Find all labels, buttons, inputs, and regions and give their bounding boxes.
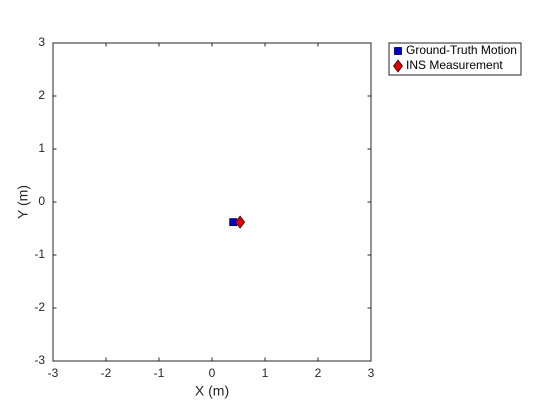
y-tick-label: 0 xyxy=(38,194,45,208)
y-tick-label: -2 xyxy=(34,300,45,314)
x-tick-label: -3 xyxy=(48,366,59,380)
legend xyxy=(388,42,522,76)
y-tick-label: -1 xyxy=(34,247,45,261)
x-tick-label: -2 xyxy=(101,366,112,380)
y-tick-label: 2 xyxy=(38,88,45,102)
x-axis-label: X (m) xyxy=(195,383,229,399)
x-tick-label: 2 xyxy=(315,366,322,380)
data-point xyxy=(235,215,246,229)
legend-label: INS Measurement xyxy=(406,58,503,72)
x-tick-label: -1 xyxy=(154,366,165,380)
y-tick-label: 1 xyxy=(38,141,45,155)
x-tick-label: 1 xyxy=(262,366,269,380)
legend-marker xyxy=(394,47,402,55)
x-tick-label: 0 xyxy=(209,366,216,380)
x-tick-label: 3 xyxy=(368,366,375,380)
plot-area xyxy=(52,42,372,362)
y-tick-label: 3 xyxy=(38,35,45,49)
y-axis-label: Y (m) xyxy=(15,185,31,219)
legend-label: Ground-Truth Motion xyxy=(406,43,517,57)
legend-marker xyxy=(393,59,403,73)
y-tick-label: -3 xyxy=(34,353,45,367)
